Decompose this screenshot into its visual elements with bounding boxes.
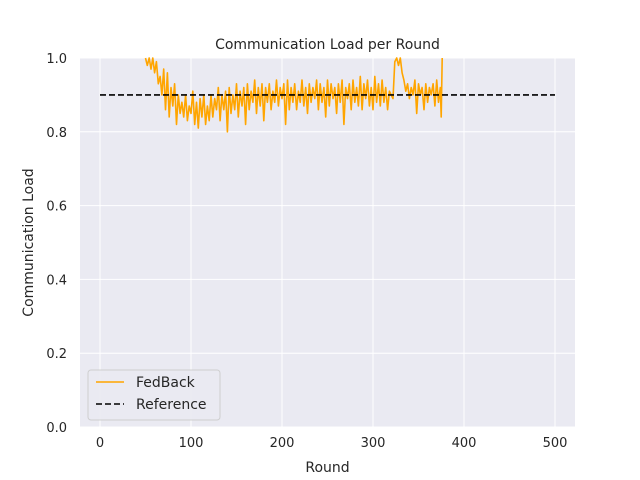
x-tick-labels: 0 100 200 300 400 500 bbox=[96, 436, 568, 451]
series-line-fedback bbox=[144, 57, 443, 133]
x-tick-label: 100 bbox=[179, 436, 204, 451]
x-tick-label: 0 bbox=[96, 436, 104, 451]
legend: FedBack Reference bbox=[87, 369, 221, 421]
y-tick-label: 0.8 bbox=[46, 126, 67, 141]
x-tick-label: 200 bbox=[270, 436, 295, 451]
y-tick-label: 0.0 bbox=[46, 421, 67, 436]
x-tick-label: 400 bbox=[452, 436, 477, 451]
y-tick-label: 0.4 bbox=[46, 273, 67, 288]
y-axis-label: Communication Load bbox=[21, 168, 37, 316]
x-tick-label: 300 bbox=[361, 436, 386, 451]
y-tick-label: 0.2 bbox=[46, 347, 67, 362]
plot-area bbox=[80, 58, 575, 427]
grid bbox=[80, 57, 575, 428]
legend-label-fedback: FedBack bbox=[136, 375, 196, 391]
legend-label-reference: Reference bbox=[136, 397, 207, 413]
series-layer bbox=[100, 57, 555, 133]
x-tick-label: 500 bbox=[543, 436, 568, 451]
y-tick-label: 0.6 bbox=[46, 200, 67, 215]
y-tick-label: 1.0 bbox=[46, 52, 67, 67]
x-axis-label: Round bbox=[305, 460, 349, 476]
y-tick-labels: 0.0 0.2 0.4 0.6 0.8 1.0 bbox=[46, 52, 67, 436]
chart-title: Communication Load per Round bbox=[215, 37, 440, 53]
